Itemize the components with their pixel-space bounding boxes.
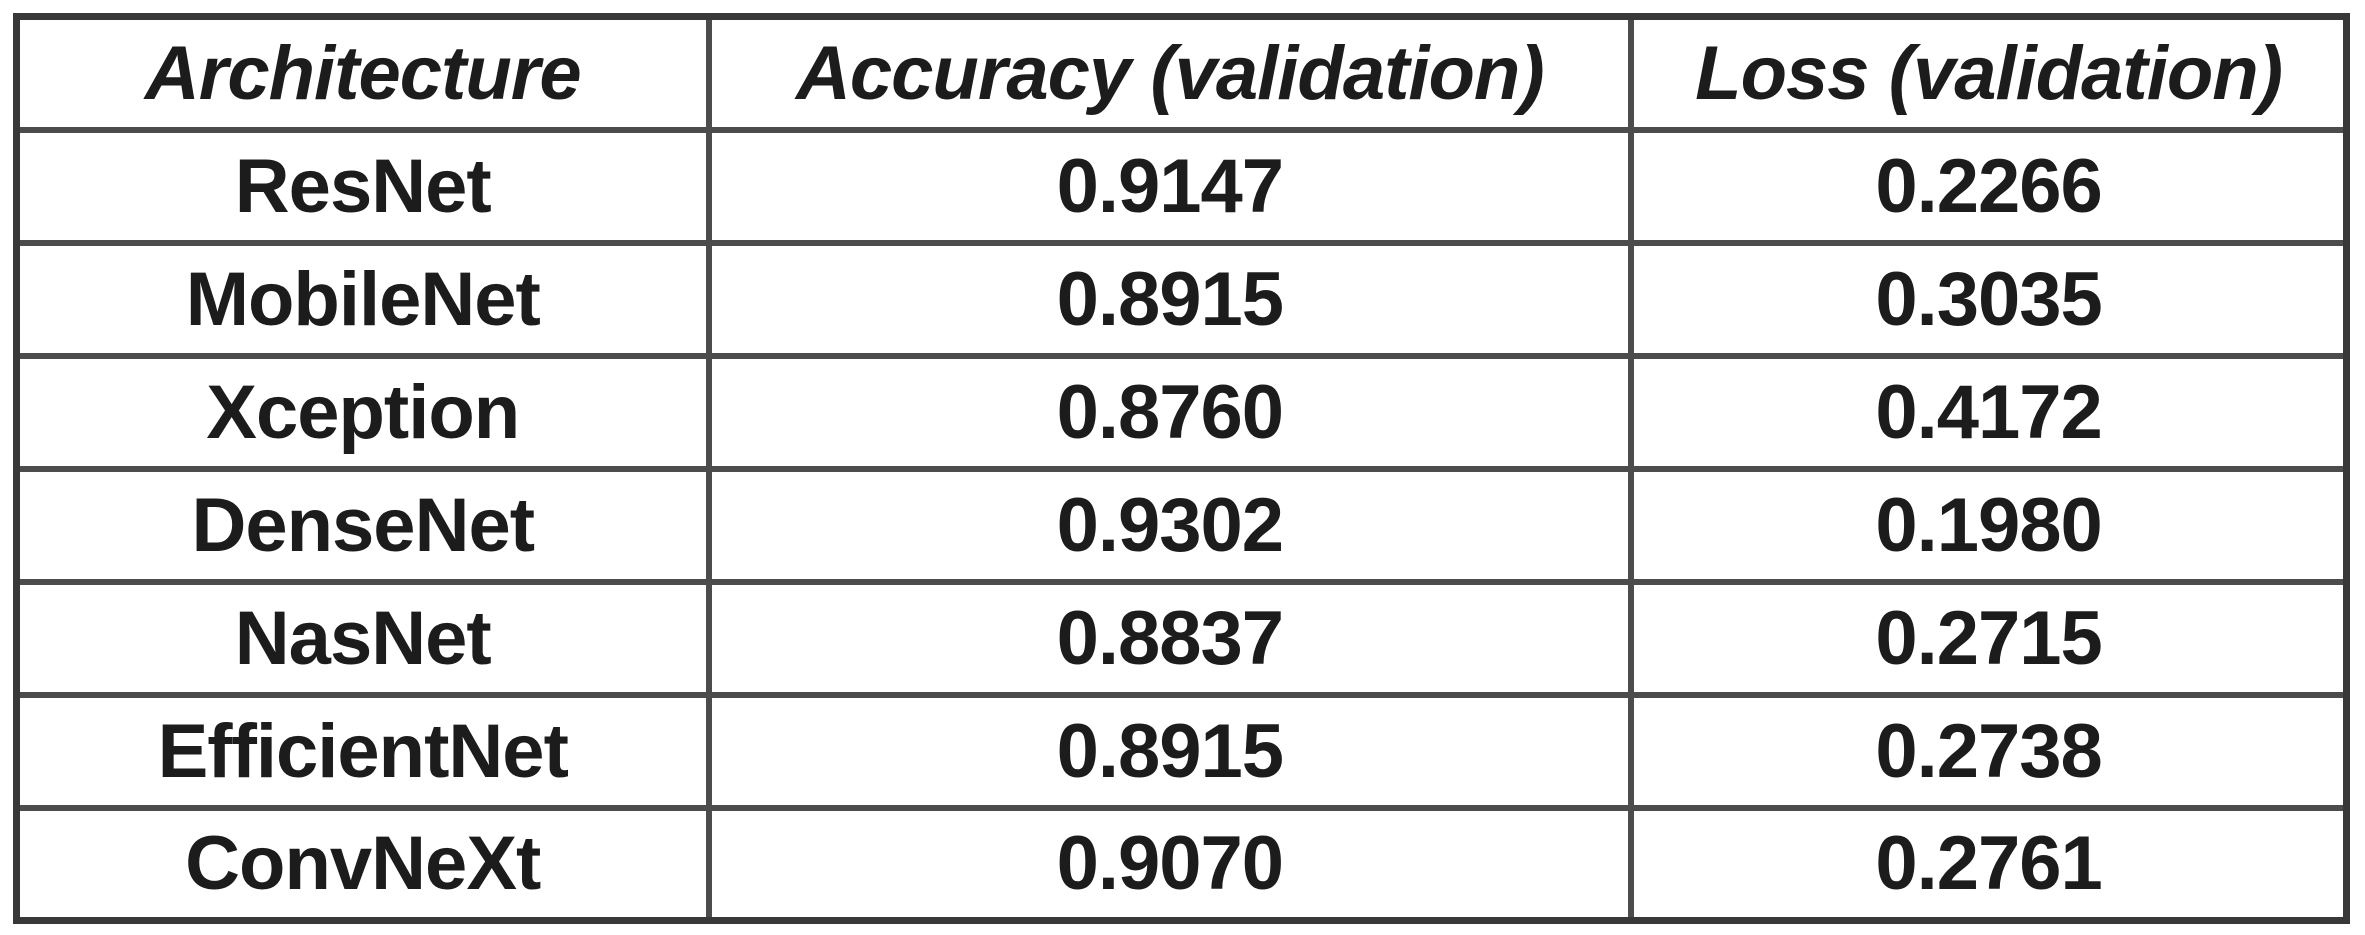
accuracy-cell: 0.9302 [705,465,1635,585]
loss-cell: 0.4172 [1628,352,2350,472]
architecture-cell: Xception [13,352,712,472]
architecture-cell: ResNet [13,126,712,246]
architecture-cell: EfficientNet [13,691,712,811]
accuracy-cell: 0.9070 [705,804,1635,924]
loss-cell: 0.2266 [1628,126,2350,246]
table-row-mobilenet: MobileNet 0.8915 0.3035 [13,239,2350,359]
accuracy-cell: 0.8837 [705,578,1635,698]
header-row: Architecture Accuracy (validation) Loss … [13,13,2350,133]
table-row-densenet: DenseNet 0.9302 0.1980 [13,465,2350,585]
table-row-xception: Xception 0.8760 0.4172 [13,352,2350,472]
column-header-loss-validation: Loss (validation) [1628,13,2350,133]
table-row-resnet: ResNet 0.9147 0.2266 [13,126,2350,246]
table-row-efficientnet: EfficientNet 0.8915 0.2738 [13,691,2350,811]
column-header-accuracy-validation: Accuracy (validation) [705,13,1635,133]
architecture-results-table: Architecture Accuracy (validation) Loss … [13,13,2350,924]
architecture-cell: NasNet [13,578,712,698]
loss-cell: 0.2738 [1628,691,2350,811]
accuracy-cell: 0.8915 [705,691,1635,811]
loss-cell: 0.3035 [1628,239,2350,359]
accuracy-cell: 0.9147 [705,126,1635,246]
table-row-nasnet: NasNet 0.8837 0.2715 [13,578,2350,698]
architecture-cell: MobileNet [13,239,712,359]
accuracy-cell: 0.8760 [705,352,1635,472]
accuracy-cell: 0.8915 [705,239,1635,359]
loss-cell: 0.2715 [1628,578,2350,698]
architecture-cell: DenseNet [13,465,712,585]
loss-cell: 0.2761 [1628,804,2350,924]
loss-cell: 0.1980 [1628,465,2350,585]
architecture-cell: ConvNeXt [13,804,712,924]
column-header-architecture: Architecture [13,13,712,133]
table-row-convnext: ConvNeXt 0.9070 0.2761 [13,804,2350,924]
